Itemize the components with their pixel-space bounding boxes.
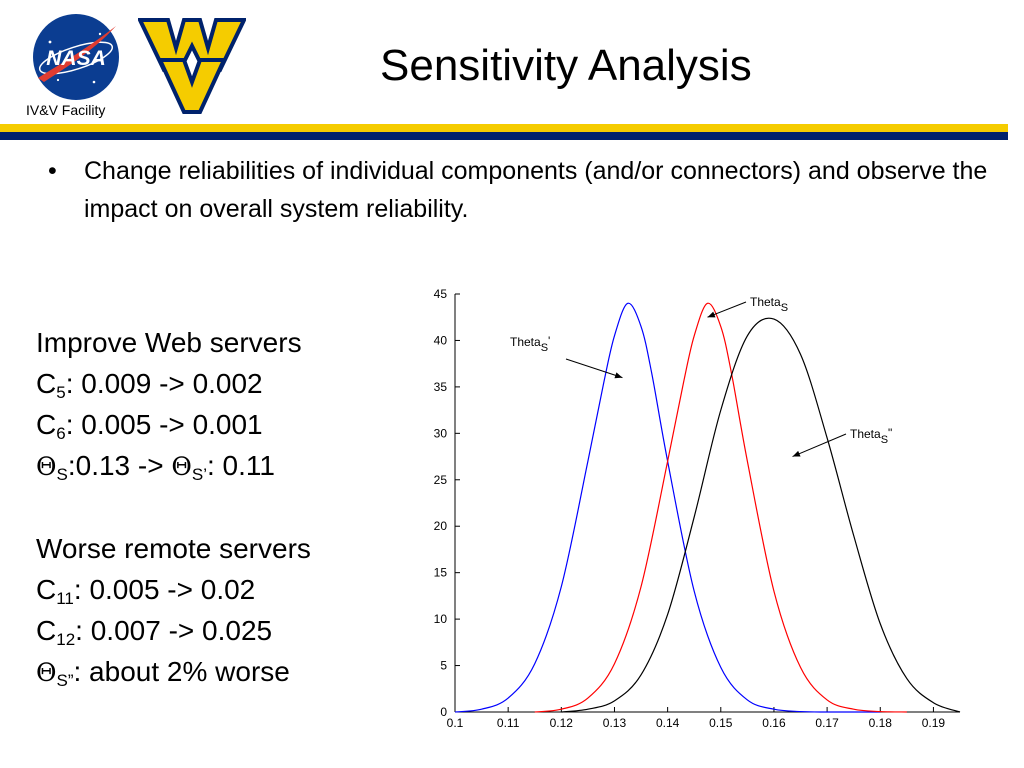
series-line-2 [534, 302, 907, 713]
bullet-symbol: • [48, 157, 57, 185]
annotation-arrowhead [707, 311, 716, 318]
series-line-1 [454, 302, 881, 713]
annotation-arrow [565, 358, 623, 379]
x-tick-label: 0.13 [603, 716, 627, 730]
improve-heading: Improve Web servers [36, 327, 302, 358]
x-tick-label: 0.18 [869, 716, 893, 730]
y-tick-label: 35 [434, 380, 448, 394]
slide-title: Sensitivity Analysis [380, 41, 752, 90]
series-label-3: ThetaS" [850, 426, 892, 446]
facility-caption: IV&V Facility [26, 102, 106, 118]
annotation-arrowhead [614, 372, 623, 379]
y-tick-label: 30 [434, 426, 448, 440]
sensitivity-chart: 0 5 10 15 20 25 30 35 40 45 0.1 0.11 0.12 0.13 0.14 0.1… [434, 287, 961, 730]
navy-divider [0, 132, 1008, 140]
series-label-2: ThetaS [750, 295, 788, 314]
y-tick-label: 20 [434, 519, 448, 533]
x-tick-label: 0.12 [550, 716, 574, 730]
gold-divider [0, 124, 1008, 132]
y-tick-label: 15 [434, 566, 448, 580]
x-tick-label: 0.19 [922, 716, 946, 730]
x-tick-label: 0.14 [656, 716, 680, 730]
x-tick-label: 0.15 [709, 716, 733, 730]
wv-logo [138, 18, 246, 114]
c11-line: C11: 0.005 -> 0.02 [36, 574, 256, 608]
series-line-3 [561, 317, 961, 713]
annotation-arrowhead [792, 450, 801, 457]
y-tick-label: 5 [440, 659, 447, 673]
y-tick-label: 10 [434, 612, 448, 626]
x-tick-label: 0.16 [762, 716, 786, 730]
x-tick-label: 0.17 [815, 716, 839, 730]
y-tick-label: 40 [434, 333, 448, 347]
c6-line: C6: 0.005 -> 0.001 [36, 409, 263, 443]
c5-line: C5: 0.009 -> 0.002 [36, 368, 263, 402]
theta-worse-line: ΘS”: about 2% worse [36, 656, 290, 690]
y-tick-label: 25 [434, 473, 448, 487]
bullet-text: Change reliabilities of individual compo… [84, 157, 988, 223]
worse-heading: Worse remote servers [36, 533, 311, 564]
series-label-1: ThetaS' [510, 334, 550, 354]
x-tick-label: 0.1 [447, 716, 464, 730]
annotation-arrow [792, 433, 847, 458]
nasa-logo-text: NASA [46, 47, 106, 70]
improve-block: Improve Web servers C5: 0.009 -> 0.002 C… [36, 322, 302, 487]
y-tick-label: 45 [434, 287, 448, 301]
y-tick-label: 0 [440, 705, 447, 719]
x-tick-label: 0.11 [497, 716, 520, 730]
theta-improve-line: ΘS:0.13 -> ΘS’: 0.11 [36, 450, 275, 484]
worse-block: Worse remote servers C11: 0.005 -> 0.02 … [36, 528, 311, 693]
c12-line: C12: 0.007 -> 0.025 [36, 615, 273, 649]
nasa-logo: NASA [33, 14, 119, 100]
